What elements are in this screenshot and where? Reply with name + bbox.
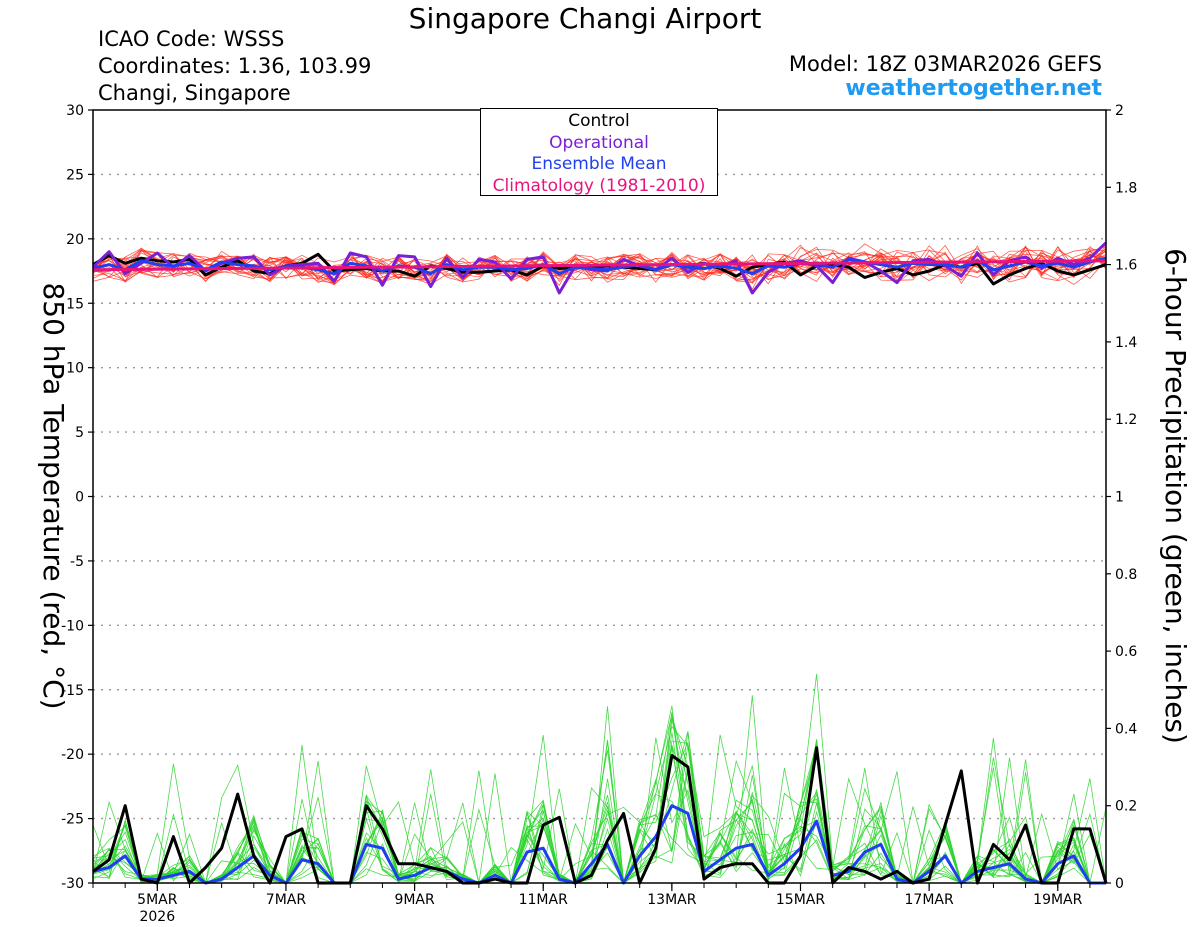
precip-control-line: [92, 746, 1108, 885]
right-axis-label: 6-hour Precipitation (green, inches): [1159, 248, 1192, 744]
x-tick-label: 5MAR: [137, 892, 178, 908]
legend-ensemble-mean: Ensemble Mean: [531, 154, 667, 174]
x-tick-label: 13MAR: [647, 892, 696, 908]
left-tick-label: 5: [75, 425, 84, 441]
left-tick-label: 20: [66, 232, 84, 248]
right-tick-label: 1.6: [1115, 258, 1137, 274]
left-tick-label: 0: [75, 490, 84, 506]
coordinates: Coordinates: 1.36, 103.99: [98, 54, 372, 78]
precip-ensemble-mean-line: [92, 804, 1106, 885]
grid-lines: [93, 173, 1106, 820]
legend-control: Control: [568, 111, 630, 131]
left-tick-label: 25: [66, 167, 84, 183]
right-tick-label: 0.4: [1115, 721, 1137, 737]
left-tick-label: -25: [61, 812, 84, 828]
plot-frame: [92, 109, 1107, 884]
right-tick-label: 1.2: [1115, 412, 1137, 428]
brand-link[interactable]: weathertogether.net: [845, 76, 1102, 101]
precip-member-line: [92, 743, 1106, 884]
right-tick-label: 0.6: [1115, 644, 1137, 660]
temp-climatology-line: [92, 259, 1107, 272]
x-tick-label: 7MAR: [266, 892, 307, 908]
legend-climatology: Climatology (1981-2010): [492, 175, 706, 196]
left-tick-label: 10: [66, 361, 84, 377]
x-tick-label: 11MAR: [519, 892, 568, 908]
x-tick-label: 19MAR: [1033, 892, 1082, 908]
left-tick-label: -20: [61, 747, 84, 763]
right-tick-label: 0: [1115, 876, 1124, 892]
left-tick-label: -30: [61, 876, 84, 892]
page-title: Singapore Changi Airport: [408, 2, 762, 35]
x-tick-label: 15MAR: [776, 892, 825, 908]
x-tick-label: 17MAR: [905, 892, 954, 908]
precip-member-line: [92, 793, 1106, 885]
right-tick-label: 2: [1115, 103, 1124, 119]
left-tick-label: 15: [66, 296, 84, 312]
precip-member-line: [92, 673, 1106, 884]
icao-code: ICAO Code: WSSS: [98, 27, 285, 51]
right-tick-label: 1.4: [1115, 335, 1137, 351]
legend-operational: Operational: [549, 132, 649, 153]
location-name: Changi, Singapore: [98, 81, 291, 105]
right-tick-label: 1: [1115, 490, 1124, 506]
left-tick-label: -15: [61, 683, 84, 699]
x-tick-year-label: 2026: [139, 909, 175, 925]
left-tick-label: -10: [61, 618, 84, 634]
left-axis-label: 850 hPa Temperature (red, °C): [37, 282, 70, 709]
legend: Control Operational Ensemble Mean Climat…: [480, 108, 718, 196]
right-tick-label: 1.8: [1115, 180, 1137, 196]
model-run: Model: 18Z 03MAR2026 GEFS: [788, 52, 1102, 76]
right-tick-label: 0.2: [1115, 799, 1137, 815]
axes: 302520151050-5-10-15-20-25-3021.81.61.41…: [61, 103, 1137, 925]
main-series: [91, 241, 1108, 885]
left-tick-label: 30: [66, 103, 84, 119]
ensemble-members: [92, 243, 1107, 885]
left-tick-label: -5: [70, 554, 84, 570]
right-tick-label: 0.8: [1115, 567, 1137, 583]
x-tick-label: 9MAR: [394, 892, 435, 908]
